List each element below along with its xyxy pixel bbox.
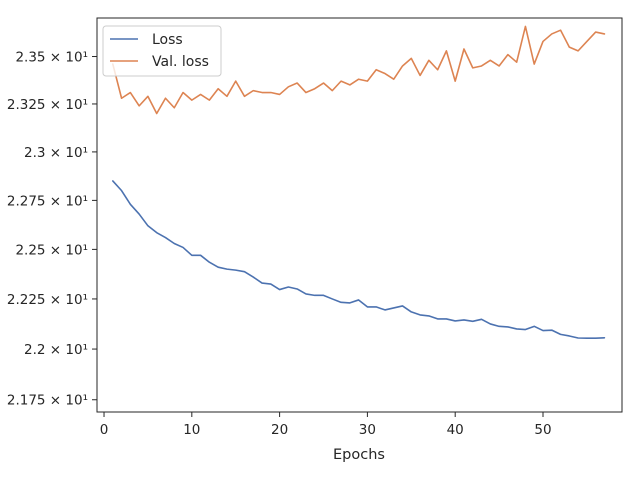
plot-area — [96, 17, 623, 413]
x-tick-label: 30 — [359, 422, 376, 438]
y-tick-label: 2.3 × 10¹ — [24, 145, 88, 161]
y-tick-label: 2.275 × 10¹ — [7, 193, 88, 209]
x-tick-label: 10 — [183, 422, 200, 438]
x-axis-title: Epochs — [333, 447, 385, 463]
y-tick-label: 2.2 × 10¹ — [24, 342, 88, 358]
legend-label-loss: Loss — [152, 32, 183, 48]
x-tick-label: 0 — [100, 422, 109, 438]
legend-label-val-loss: Val. loss — [152, 54, 209, 70]
y-tick-label: 2.25 × 10¹ — [15, 242, 88, 258]
tick-layer: 0 10 20 30 40 50 2.175 × 10¹ 2.2 × 10¹ 2.225 × 1… — [7, 50, 552, 438]
series-layer — [112, 25, 606, 339]
series-line-val-loss — [112, 25, 606, 115]
x-tick-label: 20 — [271, 422, 288, 438]
y-tick-label: 2.325 × 10¹ — [7, 97, 88, 113]
y-tick-label: 2.225 × 10¹ — [7, 292, 88, 308]
x-tick-label: 40 — [447, 422, 464, 438]
y-tick-label: 2.35 × 10¹ — [15, 50, 88, 66]
series-line-loss — [112, 180, 606, 339]
y-tick-label: 2.175 × 10¹ — [7, 393, 88, 409]
legend: Loss Val. loss — [102, 25, 222, 77]
x-tick-label: 50 — [534, 422, 551, 438]
